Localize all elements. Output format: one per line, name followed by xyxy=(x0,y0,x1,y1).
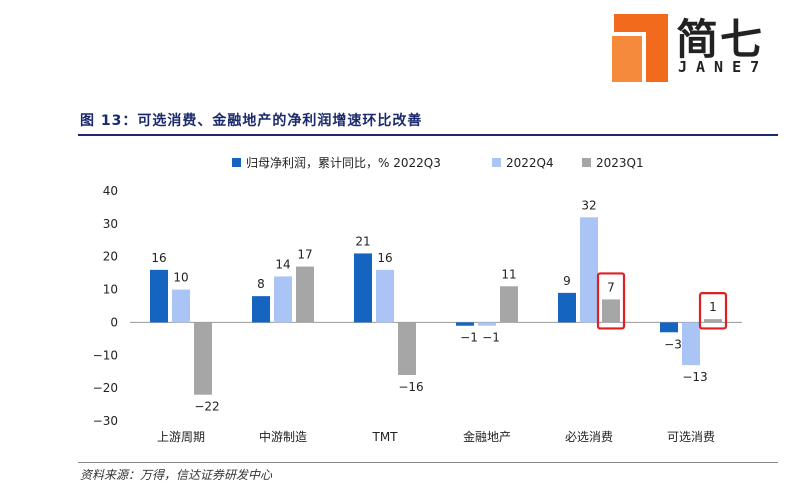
data-label: 16 xyxy=(151,251,166,265)
title-divider xyxy=(78,134,778,136)
bar xyxy=(580,217,598,323)
data-label: 11 xyxy=(501,267,516,281)
y-tick-label: 0 xyxy=(110,315,118,329)
bar xyxy=(172,289,190,323)
source-note: 资料来源：万得，信达证券研发中心 xyxy=(80,468,273,482)
data-label: 7 xyxy=(607,280,615,294)
y-tick-label: −20 xyxy=(93,381,118,395)
y-tick-label: −10 xyxy=(93,348,118,362)
x-category-label: 金融地产 xyxy=(463,429,511,444)
bar xyxy=(660,322,678,333)
figure-title: 图 13：可选消费、金融地产的净利润增速环比改善 xyxy=(80,113,423,129)
bar xyxy=(682,322,700,366)
legend-label: 2023Q1 xyxy=(596,156,644,170)
highlight-box xyxy=(698,292,728,330)
bar xyxy=(602,299,620,323)
data-label: 14 xyxy=(275,257,290,271)
brand-logo-text: 简七 xyxy=(676,15,765,64)
bar xyxy=(150,269,168,323)
source-divider xyxy=(78,462,778,463)
data-label: −22 xyxy=(194,400,219,414)
bar-chart: 归母净利润，累计同比，% 2022Q3 2022Q4 2023Q1−30−20−10… xyxy=(93,156,742,444)
bar xyxy=(354,253,372,323)
bar xyxy=(376,269,394,323)
bar xyxy=(252,296,270,323)
bar xyxy=(456,322,474,326)
data-label: 17 xyxy=(297,248,312,262)
x-category-label: 上游周期 xyxy=(157,430,205,444)
x-category-label: 中游制造 xyxy=(259,429,307,444)
legend-swatch xyxy=(582,158,591,167)
x-category-label: TMT xyxy=(371,430,398,444)
bar xyxy=(194,322,212,395)
brand-logo xyxy=(612,14,668,82)
data-label: 16 xyxy=(377,251,392,265)
data-label: −13 xyxy=(682,370,707,384)
bar xyxy=(274,276,292,323)
bar xyxy=(398,322,416,375)
data-label: 8 xyxy=(257,277,265,291)
x-category-label: 必选消费 xyxy=(565,430,613,444)
bar xyxy=(500,286,518,323)
data-label: −1 xyxy=(460,331,478,345)
brand-logo-subtext: JANE7 xyxy=(678,58,769,76)
y-tick-label: 20 xyxy=(103,250,118,264)
data-label: 32 xyxy=(581,198,596,212)
data-label: −16 xyxy=(398,380,423,394)
legend-label: 2022Q4 xyxy=(506,156,554,170)
x-category-label: 可选消费 xyxy=(667,430,715,444)
data-label: −1 xyxy=(482,331,500,345)
data-label: 1 xyxy=(709,300,717,314)
highlight-box xyxy=(596,272,626,330)
y-tick-label: 10 xyxy=(103,283,118,297)
y-tick-label: −30 xyxy=(93,414,118,428)
data-label: 10 xyxy=(173,271,188,285)
bar xyxy=(704,319,722,323)
y-tick-label: 40 xyxy=(103,184,118,198)
bar xyxy=(558,292,576,323)
legend-swatch xyxy=(232,158,241,167)
bar xyxy=(478,322,496,326)
data-label: 9 xyxy=(563,274,571,288)
y-tick-label: 30 xyxy=(103,217,118,231)
legend-swatch xyxy=(492,158,501,167)
data-label: 21 xyxy=(355,234,370,248)
legend-label: 归母净利润，累计同比，% 2022Q3 xyxy=(246,156,441,170)
data-label: −3 xyxy=(664,337,682,351)
bar xyxy=(296,266,314,323)
